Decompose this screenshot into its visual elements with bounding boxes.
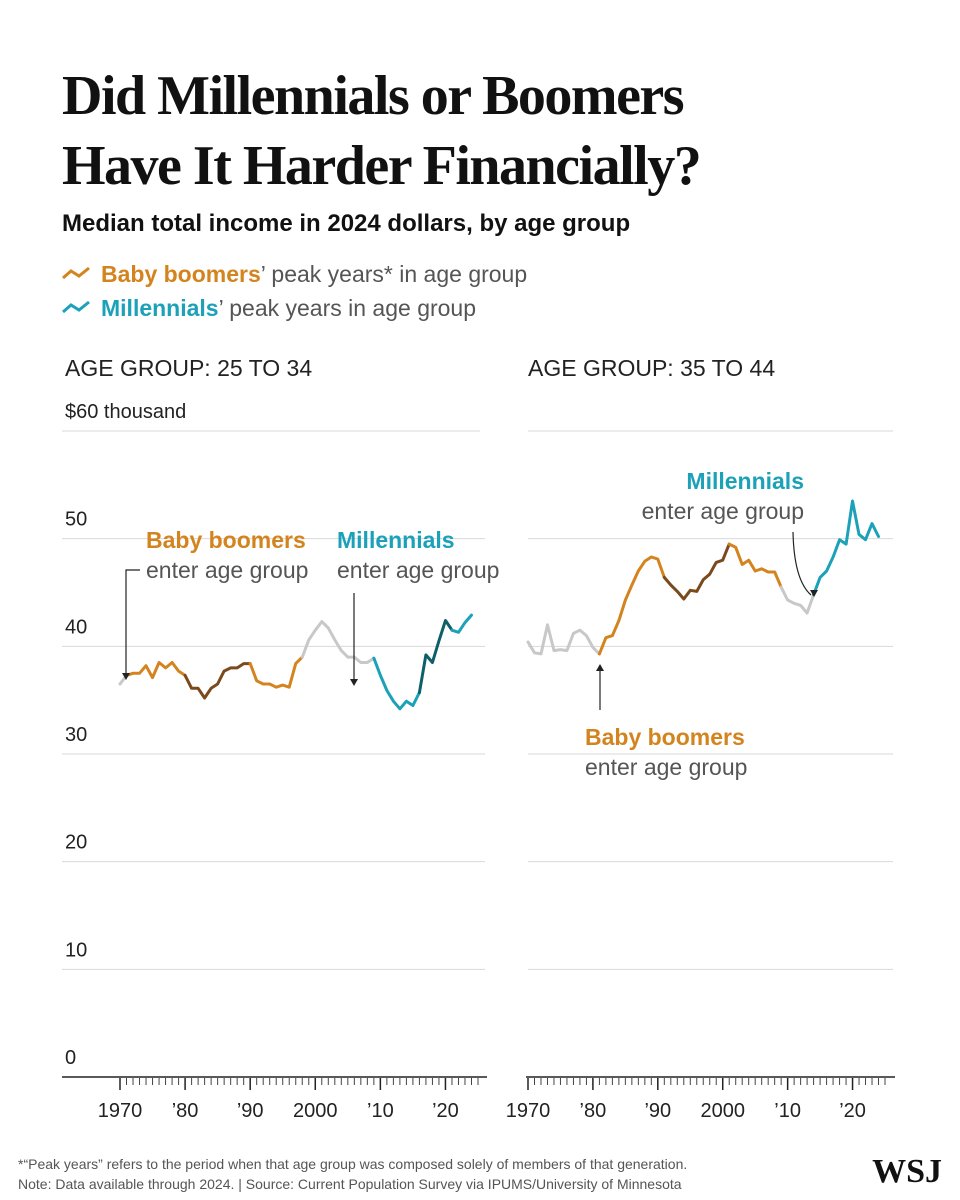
line-segment xyxy=(727,542,783,589)
line-segment xyxy=(183,662,252,700)
annotation-title: Baby boomers xyxy=(585,724,745,750)
legend-swatch xyxy=(62,266,90,280)
annotation-title: Baby boomers xyxy=(146,527,306,553)
line-segment xyxy=(597,555,666,656)
annotation-title: Millennials xyxy=(337,527,455,553)
legend-swatch xyxy=(62,300,90,314)
x-tick-label: 2000 xyxy=(293,1100,338,1122)
x-tick-label: ’10 xyxy=(367,1100,394,1122)
line-segment xyxy=(417,619,454,695)
x-tick-label: ’90 xyxy=(644,1100,671,1122)
line-segment xyxy=(125,661,187,680)
line-segment xyxy=(450,613,473,634)
annotation-text: enter age group xyxy=(585,754,747,780)
y-tick-label: 30 xyxy=(65,724,87,746)
arrow-head xyxy=(350,679,358,686)
annotation-arrow xyxy=(125,569,140,676)
legend-entry: Millennials’ peak years in age group xyxy=(101,295,476,321)
x-tick-label: ’90 xyxy=(237,1100,264,1122)
line-segment xyxy=(662,542,731,601)
y-tick-label: $60 thousand xyxy=(65,401,186,423)
line-segment xyxy=(300,620,376,664)
arrow-head xyxy=(596,664,604,671)
annotation-text: enter age group xyxy=(146,557,308,583)
line-segment xyxy=(812,499,880,597)
legend-text: ’ peak years in age group xyxy=(219,295,476,321)
legend: Baby boomers’ peak years* in age group Mi… xyxy=(62,261,527,321)
x-tick-label: ’10 xyxy=(774,1100,801,1122)
arrow-head xyxy=(810,590,818,597)
title-line: Did Millennials or Boomers xyxy=(62,65,684,127)
title-line: Have It Harder Financially? xyxy=(62,135,700,197)
annotation-text: enter age group xyxy=(642,498,804,524)
x-tick-label: ’80 xyxy=(172,1100,199,1122)
line-segment xyxy=(526,623,601,656)
footnote: *“Peak years” refers to the period when … xyxy=(18,1156,687,1172)
x-tick-label: ’20 xyxy=(839,1100,866,1122)
source-note: Note: Data available through 2024. | Sou… xyxy=(18,1176,682,1192)
y-tick-label: 0 xyxy=(65,1047,76,1069)
x-tick-label: ’80 xyxy=(580,1100,607,1122)
chart-panel: AGE GROUP: 35 TO 44 1970 ’80 ’90 2000 ’10 ’20 M… xyxy=(506,355,895,1122)
subtitle: Median total income in 2024 dollars, by … xyxy=(62,210,630,237)
legend-entry: Baby boomers’ peak years* in age group xyxy=(101,261,527,287)
x-tick-label: 1970 xyxy=(506,1100,551,1122)
x-tick-label: 2000 xyxy=(700,1100,745,1122)
annotation-text: enter age group xyxy=(337,557,499,583)
legend-text: ’ peak years* in age group xyxy=(261,261,527,287)
panel-title: AGE GROUP: 25 TO 34 xyxy=(65,355,312,381)
line-segment xyxy=(248,655,304,689)
legend-name: Baby boomers xyxy=(101,261,261,287)
chart-panel: AGE GROUP: 25 TO 34 0 10 20 30 40 50 $60 thousa… xyxy=(62,355,499,1122)
x-tick-label: 1970 xyxy=(98,1100,143,1122)
y-tick-label: 40 xyxy=(65,616,87,638)
line-segment xyxy=(372,656,421,711)
y-tick-label: 50 xyxy=(65,509,87,531)
x-tick-label: ’20 xyxy=(432,1100,459,1122)
arrow-head xyxy=(122,673,130,680)
panel-title: AGE GROUP: 35 TO 44 xyxy=(528,355,775,381)
logo: WSJ xyxy=(872,1153,942,1190)
y-tick-label: 10 xyxy=(65,939,87,961)
y-tick-label: 20 xyxy=(65,832,87,854)
annotation-title: Millennials xyxy=(686,468,804,494)
line-segment xyxy=(779,585,816,615)
legend-name: Millennials xyxy=(101,295,219,321)
annotation-arrow xyxy=(792,531,812,596)
